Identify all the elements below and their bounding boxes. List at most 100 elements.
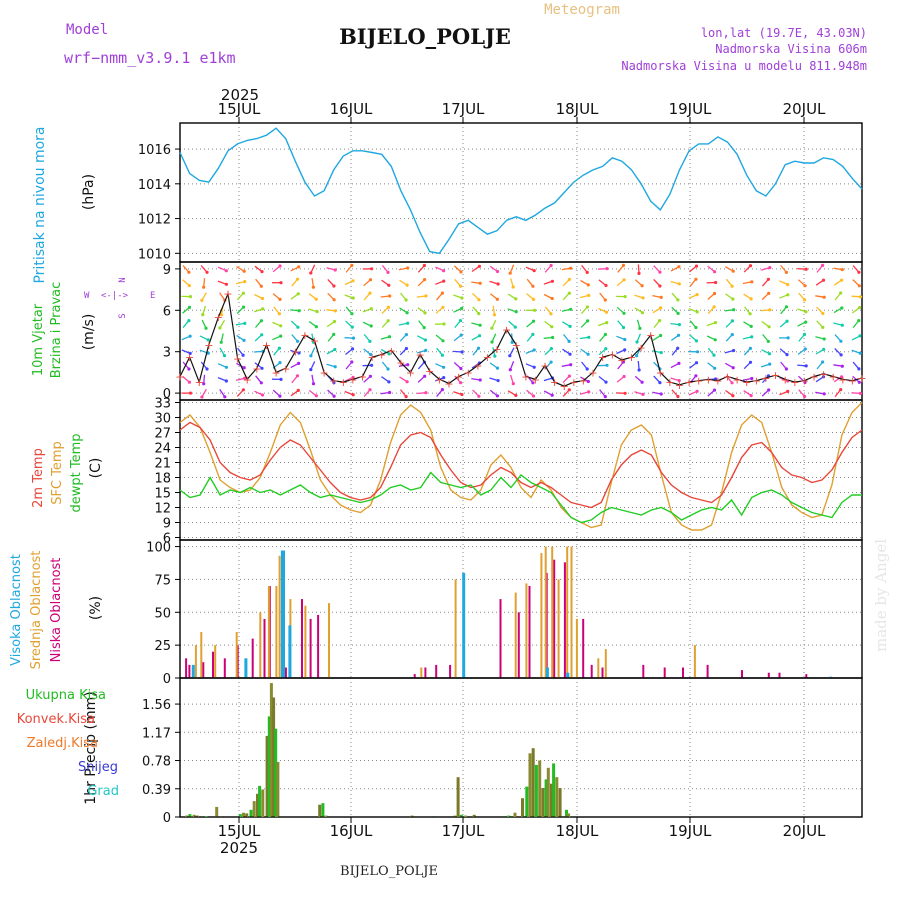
- wind-arrowhead: [750, 376, 754, 381]
- wind-arrowhead: [713, 366, 717, 370]
- precip-bar: [274, 728, 278, 817]
- temp-unit: (C): [88, 458, 104, 479]
- wind-arrowhead: [621, 325, 626, 330]
- wind-arrowhead: [242, 366, 246, 370]
- wind-arrowhead: [677, 379, 681, 383]
- wind-gust-marker: +: [185, 351, 194, 364]
- wind-arrowhead: [839, 353, 843, 357]
- wind-arrowhead: [677, 265, 681, 269]
- lonlat-label: lon,lat (19.7E, 43.03N): [701, 26, 867, 40]
- watermark: made by Angel: [872, 539, 890, 652]
- day-label-bottom: 15JUL: [218, 822, 261, 840]
- wind-arrowhead: [388, 294, 392, 298]
- wind-arrowhead: [508, 354, 512, 358]
- wind-gust-marker: +: [617, 354, 626, 367]
- wind-arrowhead: [260, 333, 264, 337]
- dewpt-line: [179, 471, 862, 524]
- cloud-mid-bar: [597, 658, 600, 678]
- wind-arrowhead: [550, 296, 554, 301]
- wind-arrowhead: [508, 368, 512, 372]
- wind-gust-marker: +: [829, 371, 838, 384]
- precip-bar: [204, 816, 208, 817]
- wind-arrowhead: [224, 282, 228, 286]
- precip-bar: [464, 815, 468, 817]
- wind-arrowhead: [784, 367, 789, 371]
- cloud-low-bar: [805, 674, 808, 678]
- wind-title2: Brzina i Pravac: [49, 282, 64, 379]
- cloud-mid-bar: [194, 645, 197, 678]
- wind-arrowhead: [531, 284, 535, 288]
- cloud-high-bar: [545, 667, 549, 678]
- wind-arrowhead: [404, 346, 408, 351]
- wind-arrowhead: [404, 333, 408, 337]
- wind-arrowhead: [839, 339, 843, 343]
- wind-arrowhead: [496, 282, 500, 286]
- wind-gust-marker: +: [627, 351, 636, 364]
- wind-gust-marker: +: [713, 375, 722, 388]
- wind-gust-marker: +: [502, 324, 511, 337]
- precip-legend-item: Snijeg: [78, 760, 118, 775]
- wind-arrowhead: [659, 351, 663, 355]
- precip-bar: [507, 815, 511, 817]
- cloud-mid-bar: [235, 632, 238, 678]
- wind-arrowhead: [333, 347, 337, 352]
- wind-gust-marker: +: [857, 372, 866, 385]
- wind-gust-marker: +: [665, 376, 674, 389]
- wind-gust-marker: +: [492, 343, 501, 356]
- wind-arrowhead: [442, 322, 446, 326]
- wind-arrowhead: [513, 325, 517, 329]
- wind-arrowhead: [767, 388, 771, 392]
- cloud-high-bar: [288, 625, 292, 678]
- wind-arrowhead: [659, 306, 663, 310]
- wind-arrowhead: [786, 389, 790, 393]
- wind-arrowhead: [840, 364, 844, 368]
- day-label-top: 15JUL: [218, 100, 261, 118]
- wind-arrowhead: [242, 269, 246, 273]
- wind-arrowhead: [730, 319, 735, 323]
- wind-arrowhead: [387, 335, 392, 339]
- wind-arrowhead: [309, 368, 313, 372]
- wind-arrowhead: [605, 267, 609, 271]
- cloud-title2: Srednja Oblacnost: [29, 551, 44, 670]
- wind-arrowhead: [604, 310, 609, 314]
- wind-arrowhead: [204, 326, 208, 330]
- cloud-mid-bar: [267, 586, 270, 678]
- wind-gust-marker: +: [454, 371, 463, 384]
- wind-arrowhead: [804, 364, 808, 368]
- cloud-low-bar: [223, 658, 226, 678]
- wind-arrowhead: [187, 284, 191, 288]
- cloud-mid-bar: [214, 645, 217, 678]
- precip|4-ytick-label: 0: [163, 811, 171, 826]
- wind-gust-marker: +: [732, 373, 741, 386]
- wind-gust-marker: +: [531, 373, 540, 386]
- wind-arrowhead: [712, 305, 716, 309]
- day-label-top: 17JUL: [442, 100, 485, 118]
- precip-legend-item: Grad: [87, 784, 119, 799]
- wind-arrowhead: [442, 376, 446, 380]
- cloud-low-bar: [301, 599, 303, 678]
- wind-arrowhead: [205, 270, 209, 274]
- wind-arrowhead: [677, 361, 681, 365]
- precip-bar: [546, 767, 550, 817]
- wind-arrowhead: [351, 375, 355, 379]
- wind-arrowhead: [297, 265, 301, 269]
- wind-arrowhead: [202, 285, 206, 289]
- day-label-top: 18JUL: [556, 100, 599, 118]
- temp|2-ytick-label: 33: [154, 397, 171, 412]
- wind-arrowhead: [423, 311, 427, 315]
- wind-arrowhead: [821, 375, 826, 379]
- precip-frame: [179, 677, 863, 818]
- wind-arrowhead: [677, 323, 682, 327]
- cloud-high-bar: [244, 658, 248, 678]
- precip-bar: [242, 812, 245, 817]
- wind-arrowhead: [315, 310, 319, 314]
- wind-arrowhead: [549, 347, 554, 351]
- precip-bar: [521, 798, 524, 817]
- wind-gust-marker: +: [425, 365, 434, 378]
- wind-arrowhead: [587, 335, 591, 339]
- precip-bar: [261, 789, 265, 817]
- wind-arrowhead: [495, 394, 499, 398]
- wind-gust-marker: +: [339, 376, 348, 389]
- wind-gust-marker: +: [367, 351, 376, 364]
- wind-arrowhead: [243, 376, 247, 380]
